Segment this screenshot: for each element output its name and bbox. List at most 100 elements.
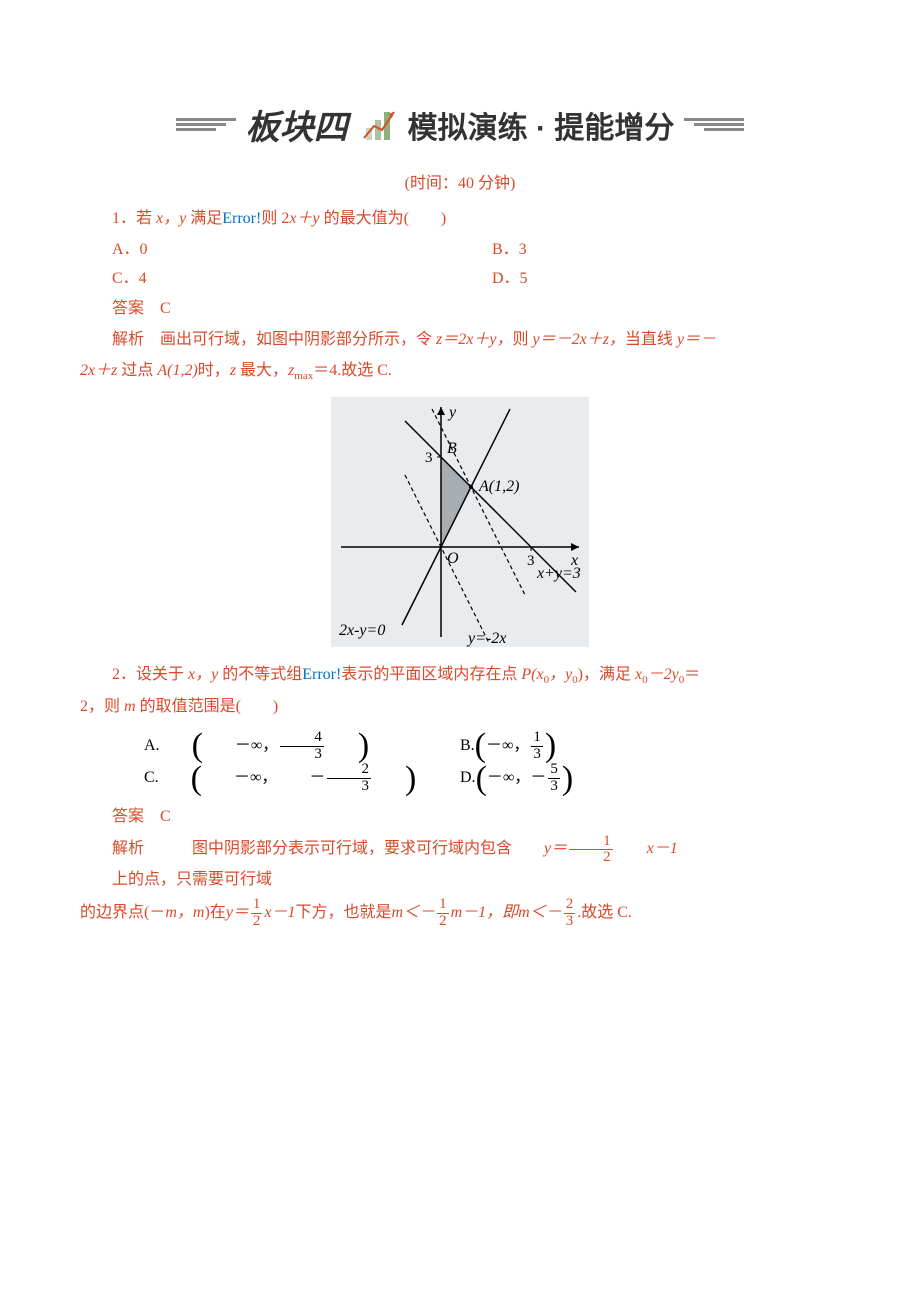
text: max: [294, 370, 313, 382]
text: 的边界点(－: [80, 899, 165, 928]
error-text: Error!: [222, 210, 261, 227]
text: ＝4.故选 C.: [313, 362, 392, 379]
svg-text:2x-y=0: 2x-y=0: [339, 622, 385, 639]
text: y＝－2x＋z，: [532, 331, 624, 348]
text: y＝－: [677, 331, 716, 348]
q2-stem-2: 2，则 m 的取值范围是( ): [80, 693, 840, 722]
q1-answer: 答案 C: [80, 295, 840, 324]
text: m＜－: [392, 899, 436, 928]
text: 3: [564, 914, 576, 930]
text: x－1: [264, 899, 295, 928]
stripe-right-icon: [684, 116, 744, 133]
q1-chart: yxO33BA(1,2)x+y=3y=-2x2x-y=0: [80, 397, 840, 647]
text: 时，: [198, 362, 230, 379]
text: )在: [204, 899, 225, 928]
text: y＝: [512, 835, 567, 864]
text: y＝: [226, 899, 249, 928]
q2-answer: 答案 C: [80, 803, 840, 832]
text: m＜－: [518, 899, 562, 928]
text: m: [124, 698, 140, 715]
section-banner: 板块四 模拟演练 · 提能增分: [80, 100, 840, 149]
text: 4: [280, 730, 324, 747]
text: 2．设关于: [112, 666, 188, 683]
text: 解析: [80, 835, 160, 864]
text: 3: [531, 747, 543, 763]
text: 2x＋z: [80, 362, 121, 379]
text: 当直线: [625, 331, 677, 348]
q1-opt-a: A．0: [80, 236, 460, 265]
text: P(x: [521, 666, 543, 683]
q1-opt-c: C．4: [80, 265, 460, 294]
text: 的取值范围是( ): [140, 698, 279, 715]
text: 解析: [112, 331, 160, 348]
q1-stem: 1．若 x，y 满足Error!则 2x＋y 的最大值为( ): [80, 205, 840, 234]
text: －2y: [648, 666, 679, 683]
text: z: [230, 362, 240, 379]
banner-label-2: 模拟演练 · 提能增分: [408, 103, 675, 147]
text: 画出可行域，如图中阴影部分所示，令: [160, 331, 436, 348]
text: －∞，: [203, 732, 278, 761]
q2-opt-b: B. ( －∞， 13 ): [460, 730, 840, 763]
text: 下方，也就是: [296, 899, 392, 928]
text: 2，则: [80, 698, 124, 715]
q2-stem-1: 2．设关于 x，y 的不等式组Error!表示的平面区域内存在点 P(x0，y0…: [80, 661, 840, 691]
banner-bar-icon: [360, 108, 400, 142]
svg-text:A(1,2): A(1,2): [478, 478, 519, 495]
text: x，y: [188, 666, 222, 683]
text: z＝2x＋y，: [436, 331, 512, 348]
text: x，y: [156, 210, 190, 227]
text: A.: [112, 732, 160, 761]
text: 3: [548, 779, 560, 795]
q2-options: A. ( －∞， 43 ) B. ( －∞， 13 ) C.: [80, 730, 840, 795]
time-label: (时间：40 分钟): [405, 169, 516, 193]
text: －∞，: [486, 732, 529, 761]
svg-text:3: 3: [527, 553, 535, 569]
svg-text:y=-2x: y=-2x: [466, 630, 506, 647]
question-2: 2．设关于 x，y 的不等式组Error!表示的平面区域内存在点 P(x0，y0…: [80, 661, 840, 929]
text: 1: [531, 730, 543, 747]
text: ，y: [549, 666, 572, 683]
svg-text:y: y: [447, 404, 457, 421]
svg-text:O: O: [447, 550, 459, 567]
q1-opt-b: B．3: [460, 236, 840, 265]
text: 1: [437, 897, 449, 914]
svg-text:B: B: [447, 440, 457, 457]
q1-opt-d: D．5: [460, 265, 840, 294]
text: m，m: [165, 899, 204, 928]
q2-opt-a: A. ( －∞， 43 ): [80, 730, 460, 763]
text: m－1，即: [451, 899, 519, 928]
error-text: Error!: [302, 666, 341, 683]
q2-opt-c: C. ( －∞，－ 23 ): [80, 762, 460, 795]
text: x＋y: [289, 210, 323, 227]
q2-explain-1: 解析 图中阴影部分表示可行域，要求可行域内包含 y＝12x－1 上的点，只需要可…: [80, 834, 840, 895]
text: 1: [251, 897, 263, 914]
q1-options: A．0 B．3 C．4 D．5: [80, 236, 840, 294]
text: 则 2: [261, 210, 289, 227]
page: 板块四 模拟演练 · 提能增分 (时间：40 分钟) 1．若 x，y 满足Err…: [0, 0, 920, 971]
text: C.: [112, 764, 159, 793]
text: 图中阴影部分表示可行域，要求可行域内包含: [160, 835, 512, 864]
text: 过点: [121, 362, 157, 379]
text: 5: [548, 762, 560, 779]
question-1: 1．若 x，y 满足Error!则 2x＋y 的最大值为( ) A．0 B．3 …: [80, 205, 840, 387]
text: 1: [569, 834, 613, 851]
text: －: [530, 764, 546, 793]
svg-text:3: 3: [425, 450, 433, 466]
banner-label-1: 板块四: [246, 100, 348, 149]
text: ＝: [684, 666, 700, 683]
text: 则: [512, 331, 532, 348]
q1-explain-2: 2x＋z 过点 A(1,2)时，z 最大，zmax＝4.故选 C.: [80, 357, 840, 387]
text: －: [277, 764, 325, 793]
text: 1．若: [112, 210, 156, 227]
text: 2: [437, 914, 449, 930]
text: 2: [569, 850, 613, 866]
text: 3: [327, 779, 371, 795]
text: A(1,2): [157, 362, 197, 379]
text: x－1: [615, 835, 678, 864]
text: 2: [564, 897, 576, 914]
q2-explain-2: 的边界点(－m，m)在 y＝12x－1 下方，也就是 m＜－12m－1，即 m＜…: [80, 897, 840, 930]
text: .故选 C.: [577, 899, 632, 928]
svg-text:x+y=3: x+y=3: [536, 565, 581, 582]
stripe-left-icon: [176, 116, 236, 133]
text: 3: [280, 747, 324, 763]
